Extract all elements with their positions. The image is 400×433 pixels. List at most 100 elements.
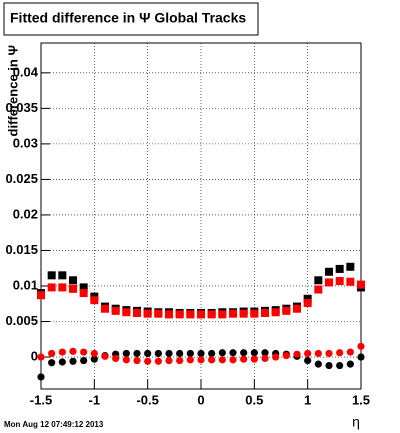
chart-title: Fitted difference in Ψ Global Tracks <box>10 10 246 26</box>
point <box>79 289 88 298</box>
point <box>112 354 120 363</box>
point <box>165 356 173 365</box>
point <box>346 360 354 368</box>
point <box>293 304 301 313</box>
point <box>58 358 66 366</box>
point <box>186 356 194 364</box>
point <box>207 310 216 319</box>
point <box>240 349 248 357</box>
point <box>186 349 194 358</box>
point <box>69 347 77 355</box>
point <box>58 348 66 356</box>
point <box>79 283 88 292</box>
point <box>303 294 312 303</box>
point <box>304 349 312 358</box>
point <box>90 349 98 358</box>
point <box>154 309 163 318</box>
y-tick-label: 0.015 <box>5 242 38 257</box>
title-box <box>3 2 259 36</box>
point <box>48 359 56 367</box>
point <box>144 349 152 358</box>
point <box>197 349 205 358</box>
point <box>250 349 258 357</box>
point <box>133 308 141 317</box>
point <box>69 276 77 285</box>
point <box>80 356 88 365</box>
y-tick-label: 0.03 <box>13 135 38 150</box>
point <box>325 278 333 287</box>
x-tick-label: -1 <box>89 392 101 407</box>
y-tick-label: 0.005 <box>5 313 38 328</box>
point <box>272 353 280 361</box>
y-tick-label: 0.02 <box>13 206 38 221</box>
point <box>250 355 258 363</box>
x-tick-label: 1 <box>304 392 311 407</box>
point <box>208 349 216 358</box>
point <box>176 356 184 365</box>
point <box>101 352 109 360</box>
point <box>229 349 237 357</box>
point <box>282 352 290 360</box>
point <box>197 356 205 364</box>
point <box>314 360 322 368</box>
point <box>282 306 291 315</box>
point <box>240 355 248 363</box>
point <box>111 306 120 315</box>
y-tick-label: 0 <box>31 348 38 363</box>
point <box>346 348 354 356</box>
point <box>271 308 280 317</box>
x-tick-label: 0.5 <box>245 392 263 407</box>
point <box>335 277 344 286</box>
point <box>186 310 195 319</box>
point <box>325 267 333 276</box>
point <box>48 349 56 358</box>
point <box>143 309 152 318</box>
point <box>261 308 269 317</box>
point <box>357 280 365 289</box>
point <box>165 349 173 358</box>
point <box>37 373 45 381</box>
x-axis-label: η <box>352 414 360 430</box>
point <box>357 353 365 361</box>
point <box>250 309 259 318</box>
point <box>335 264 344 273</box>
y-tick-label: 0.04 <box>13 64 39 79</box>
x-tick-label: -0.5 <box>136 392 158 407</box>
point <box>218 310 227 319</box>
point <box>314 349 322 358</box>
point <box>165 310 173 319</box>
point <box>154 357 162 365</box>
point <box>325 349 333 358</box>
point <box>357 342 365 350</box>
point <box>314 276 323 285</box>
point <box>144 357 152 365</box>
point <box>176 349 184 358</box>
point <box>303 299 312 308</box>
point <box>122 349 130 358</box>
point <box>154 349 162 358</box>
point <box>133 349 141 358</box>
y-tick-label: 0.035 <box>5 100 38 115</box>
point <box>37 353 45 361</box>
point <box>58 271 67 280</box>
y-tick-label: 0.025 <box>5 171 38 186</box>
x-tick-label: -1.5 <box>30 392 52 407</box>
point <box>47 283 56 292</box>
point <box>69 357 77 365</box>
point <box>261 354 269 363</box>
point <box>336 361 344 370</box>
point <box>80 348 88 356</box>
point <box>133 356 141 365</box>
point <box>336 349 344 357</box>
point <box>90 296 99 305</box>
point <box>314 285 323 294</box>
point <box>218 349 226 357</box>
y-tick-label: 0.01 <box>13 277 38 292</box>
footer: Mon Aug 12 07:49:12 2013 <box>4 420 104 429</box>
point <box>69 284 77 293</box>
point <box>37 291 45 300</box>
point <box>90 355 98 363</box>
point <box>218 356 226 364</box>
x-tick-label: 0 <box>197 392 204 407</box>
